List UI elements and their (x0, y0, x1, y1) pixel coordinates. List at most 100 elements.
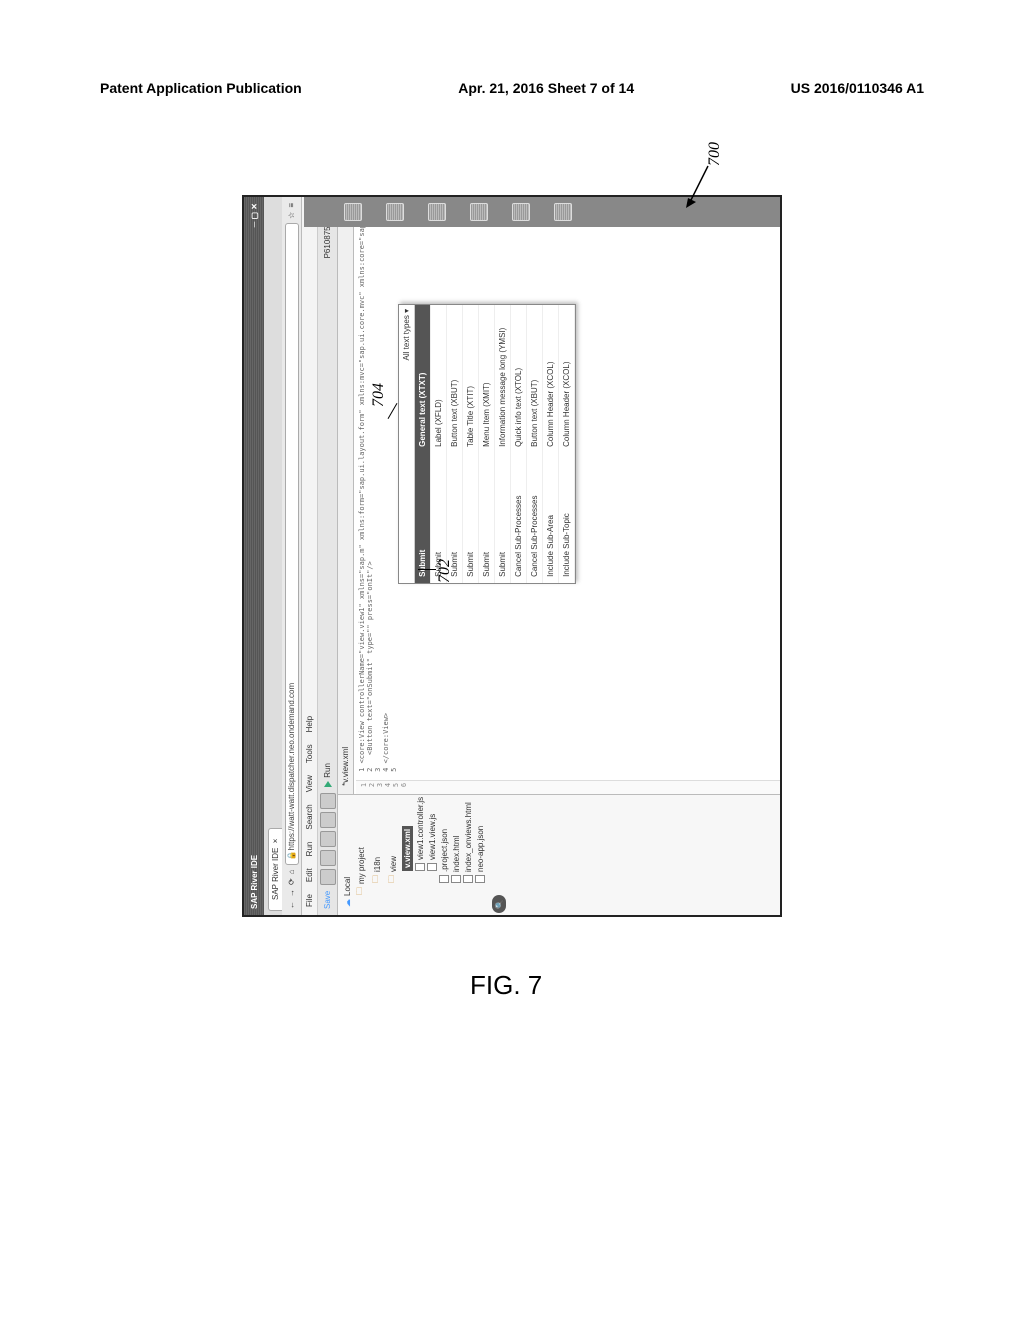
ide-screenshot: SAP River IDE ─ ▢ ✕ SAP River IDE × ← → … (242, 195, 782, 917)
figure-label: FIG. 7 (470, 970, 542, 1001)
browser-tab-label: SAP River IDE (271, 848, 280, 900)
tree-item[interactable]: neo-app.json (474, 797, 486, 913)
nav-reload-icon[interactable]: ⟳ (287, 878, 296, 885)
page-header: Patent Application Publication Apr. 21, … (100, 80, 924, 96)
browser-urlbar: ← → ⟳ ⌂ 🔒 https://watt-watt.dispatcher.n… (282, 197, 302, 915)
browser-menu-icon[interactable]: ≡ (287, 203, 296, 208)
editor-tab[interactable]: *v.view.xml x (338, 195, 354, 794)
dropdown-row[interactable]: Cancel Sub-ProcessesQuick info text (XTO… (511, 305, 527, 583)
tb-btn-3[interactable] (320, 831, 336, 847)
dropdown-row-key: Submit (498, 447, 507, 577)
dropdown-row-key: Submit (418, 447, 427, 577)
window-close-icon[interactable]: ✕ (250, 203, 259, 210)
dropdown-row-type: Menu Item (XMIT) (482, 311, 491, 447)
file-icon (463, 875, 473, 883)
tree-item-label: neo-app.json (476, 826, 485, 872)
dropdown-filter[interactable]: All text types ▾ (399, 305, 415, 583)
window-max-icon[interactable]: ▢ (250, 212, 259, 220)
dropdown-row[interactable]: Include Sub-AreaColumn Header (XCOL) (543, 305, 559, 583)
dropdown-row-key: Submit (434, 447, 443, 577)
rail-grid-icon[interactable] (554, 203, 572, 221)
window-min-icon[interactable]: ─ (250, 222, 259, 228)
tb-btn-2[interactable] (320, 850, 336, 866)
tree-item[interactable]: 🗀i18n (369, 797, 385, 913)
project-tree: ☁ Local 🗀my project🗀i18n🗀viewv.view.xmlv… (338, 794, 782, 915)
dropdown-filter-label: All text types (402, 315, 411, 360)
bookmark-icon[interactable]: ☆ (287, 212, 296, 219)
tb-btn-1[interactable] (320, 869, 336, 885)
dropdown-row[interactable]: SubmitLabel (XFLD) (431, 305, 447, 583)
browser-tabbar: SAP River IDE × (264, 197, 282, 915)
tree-item[interactable]: view1.view.js (426, 797, 438, 913)
tree-item[interactable]: index.html (450, 797, 462, 913)
tree-item[interactable]: v.view.xml (401, 797, 414, 913)
rail-tag-icon[interactable] (512, 203, 530, 221)
dropdown-row-key: Submit (482, 447, 491, 577)
browser-tab[interactable]: SAP River IDE × (268, 828, 282, 911)
menu-run[interactable]: Run (305, 842, 314, 857)
menu-view[interactable]: View (305, 775, 314, 792)
callout-704: 704 (370, 383, 388, 407)
tree-item-label: index.html (452, 836, 461, 872)
file-icon (451, 875, 461, 883)
dropdown-row-key: Include Sub-Area (546, 447, 555, 577)
nav-fwd-icon[interactable]: → (287, 889, 296, 897)
folder-icon: 🗀 (354, 887, 368, 895)
lead-702 (418, 569, 436, 570)
tree-item-label: my project (357, 847, 366, 884)
nav-home-icon[interactable]: ⌂ (287, 869, 296, 874)
dropdown-row[interactable]: Include Sub-TopicColumn Header (XCOL) (559, 305, 575, 583)
header-right: US 2016/0110346 A1 (791, 80, 924, 96)
run-label: Run (323, 763, 332, 778)
rail-chat-icon[interactable] (470, 203, 488, 221)
editor-gutter: 1 2 3 4 5 6 (356, 780, 782, 794)
tree-item[interactable]: 🗀 my project (353, 797, 369, 913)
file-icon (475, 875, 485, 883)
tree-item[interactable]: view1.controller.js (414, 797, 426, 913)
editor-body[interactable]: 1 <core:View controllerName="view.view1"… (354, 195, 402, 778)
tree-item-label: view (389, 856, 398, 872)
save-label: Save (323, 891, 332, 909)
menu-help[interactable]: Help (305, 716, 314, 732)
text-type-dropdown: All text types ▾ SubmitGeneral text (XTX… (398, 304, 576, 584)
file-icon (415, 863, 425, 871)
figure-wrap: SAP River IDE ─ ▢ ✕ SAP River IDE × ← → … (151, 286, 873, 826)
tb-btn-4[interactable] (320, 812, 336, 828)
chevron-down-icon: ▾ (402, 309, 411, 313)
menu-search[interactable]: Search (305, 804, 314, 829)
dropdown-row[interactable]: SubmitMenu Item (XMIT) (479, 305, 495, 583)
cloud-icon: ☁ (343, 899, 352, 907)
dropdown-row-key: Submit (466, 447, 475, 577)
menu-tools[interactable]: Tools (305, 744, 314, 763)
tree-item[interactable]: index_onviews.html (462, 797, 474, 913)
patent-page: Patent Application Publication Apr. 21, … (0, 0, 1024, 1320)
window-titlebar: SAP River IDE ─ ▢ ✕ (244, 197, 264, 915)
dropdown-row[interactable]: SubmitButton text (XBUT) (447, 305, 463, 583)
tree-item[interactable]: .project.json (438, 797, 450, 913)
tree-item[interactable]: 🗀 view (385, 797, 401, 913)
menu-edit[interactable]: Edit (305, 868, 314, 882)
tb-btn-5[interactable] (320, 793, 336, 809)
dropdown-row-type: Column Header (XCOL) (546, 311, 555, 447)
dropdown-row[interactable]: Cancel Sub-ProcessesButton text (XBUT) (527, 305, 543, 583)
dropdown-row-key: Submit (450, 447, 459, 577)
menu-file[interactable]: File (305, 894, 314, 907)
rail-search-icon[interactable] (344, 203, 362, 221)
tree-item-label: view1.view.js (428, 814, 437, 860)
folder-icon: 🗀 (386, 875, 400, 883)
rail-clock-icon[interactable] (428, 203, 446, 221)
run-button[interactable]: Run (323, 763, 332, 787)
dropdown-row-type: Button text (XBUT) (530, 311, 539, 447)
rail-gear-icon[interactable] (386, 203, 404, 221)
tree-item-label: view1.controller.js (416, 797, 425, 860)
tree-item-label: .project.json (440, 829, 449, 872)
tree-root[interactable]: ☁ Local (342, 797, 353, 913)
editor-pane: *v.view.xml x 1 2 3 4 5 6 1 <core:View c… (338, 195, 782, 794)
dropdown-row-type: Button text (XBUT) (450, 311, 459, 447)
tree-search-icon[interactable]: 🔍 (492, 895, 506, 913)
dropdown-row[interactable]: SubmitTable Title (XTIT) (463, 305, 479, 583)
nav-back-icon[interactable]: ← (287, 901, 296, 909)
dropdown-row[interactable]: SubmitInformation message long (YMSI) (495, 305, 511, 583)
url-field[interactable]: 🔒 https://watt-watt.dispatcher.neo.ondem… (285, 223, 299, 866)
dropdown-row[interactable]: SubmitGeneral text (XTXT) (415, 305, 431, 583)
